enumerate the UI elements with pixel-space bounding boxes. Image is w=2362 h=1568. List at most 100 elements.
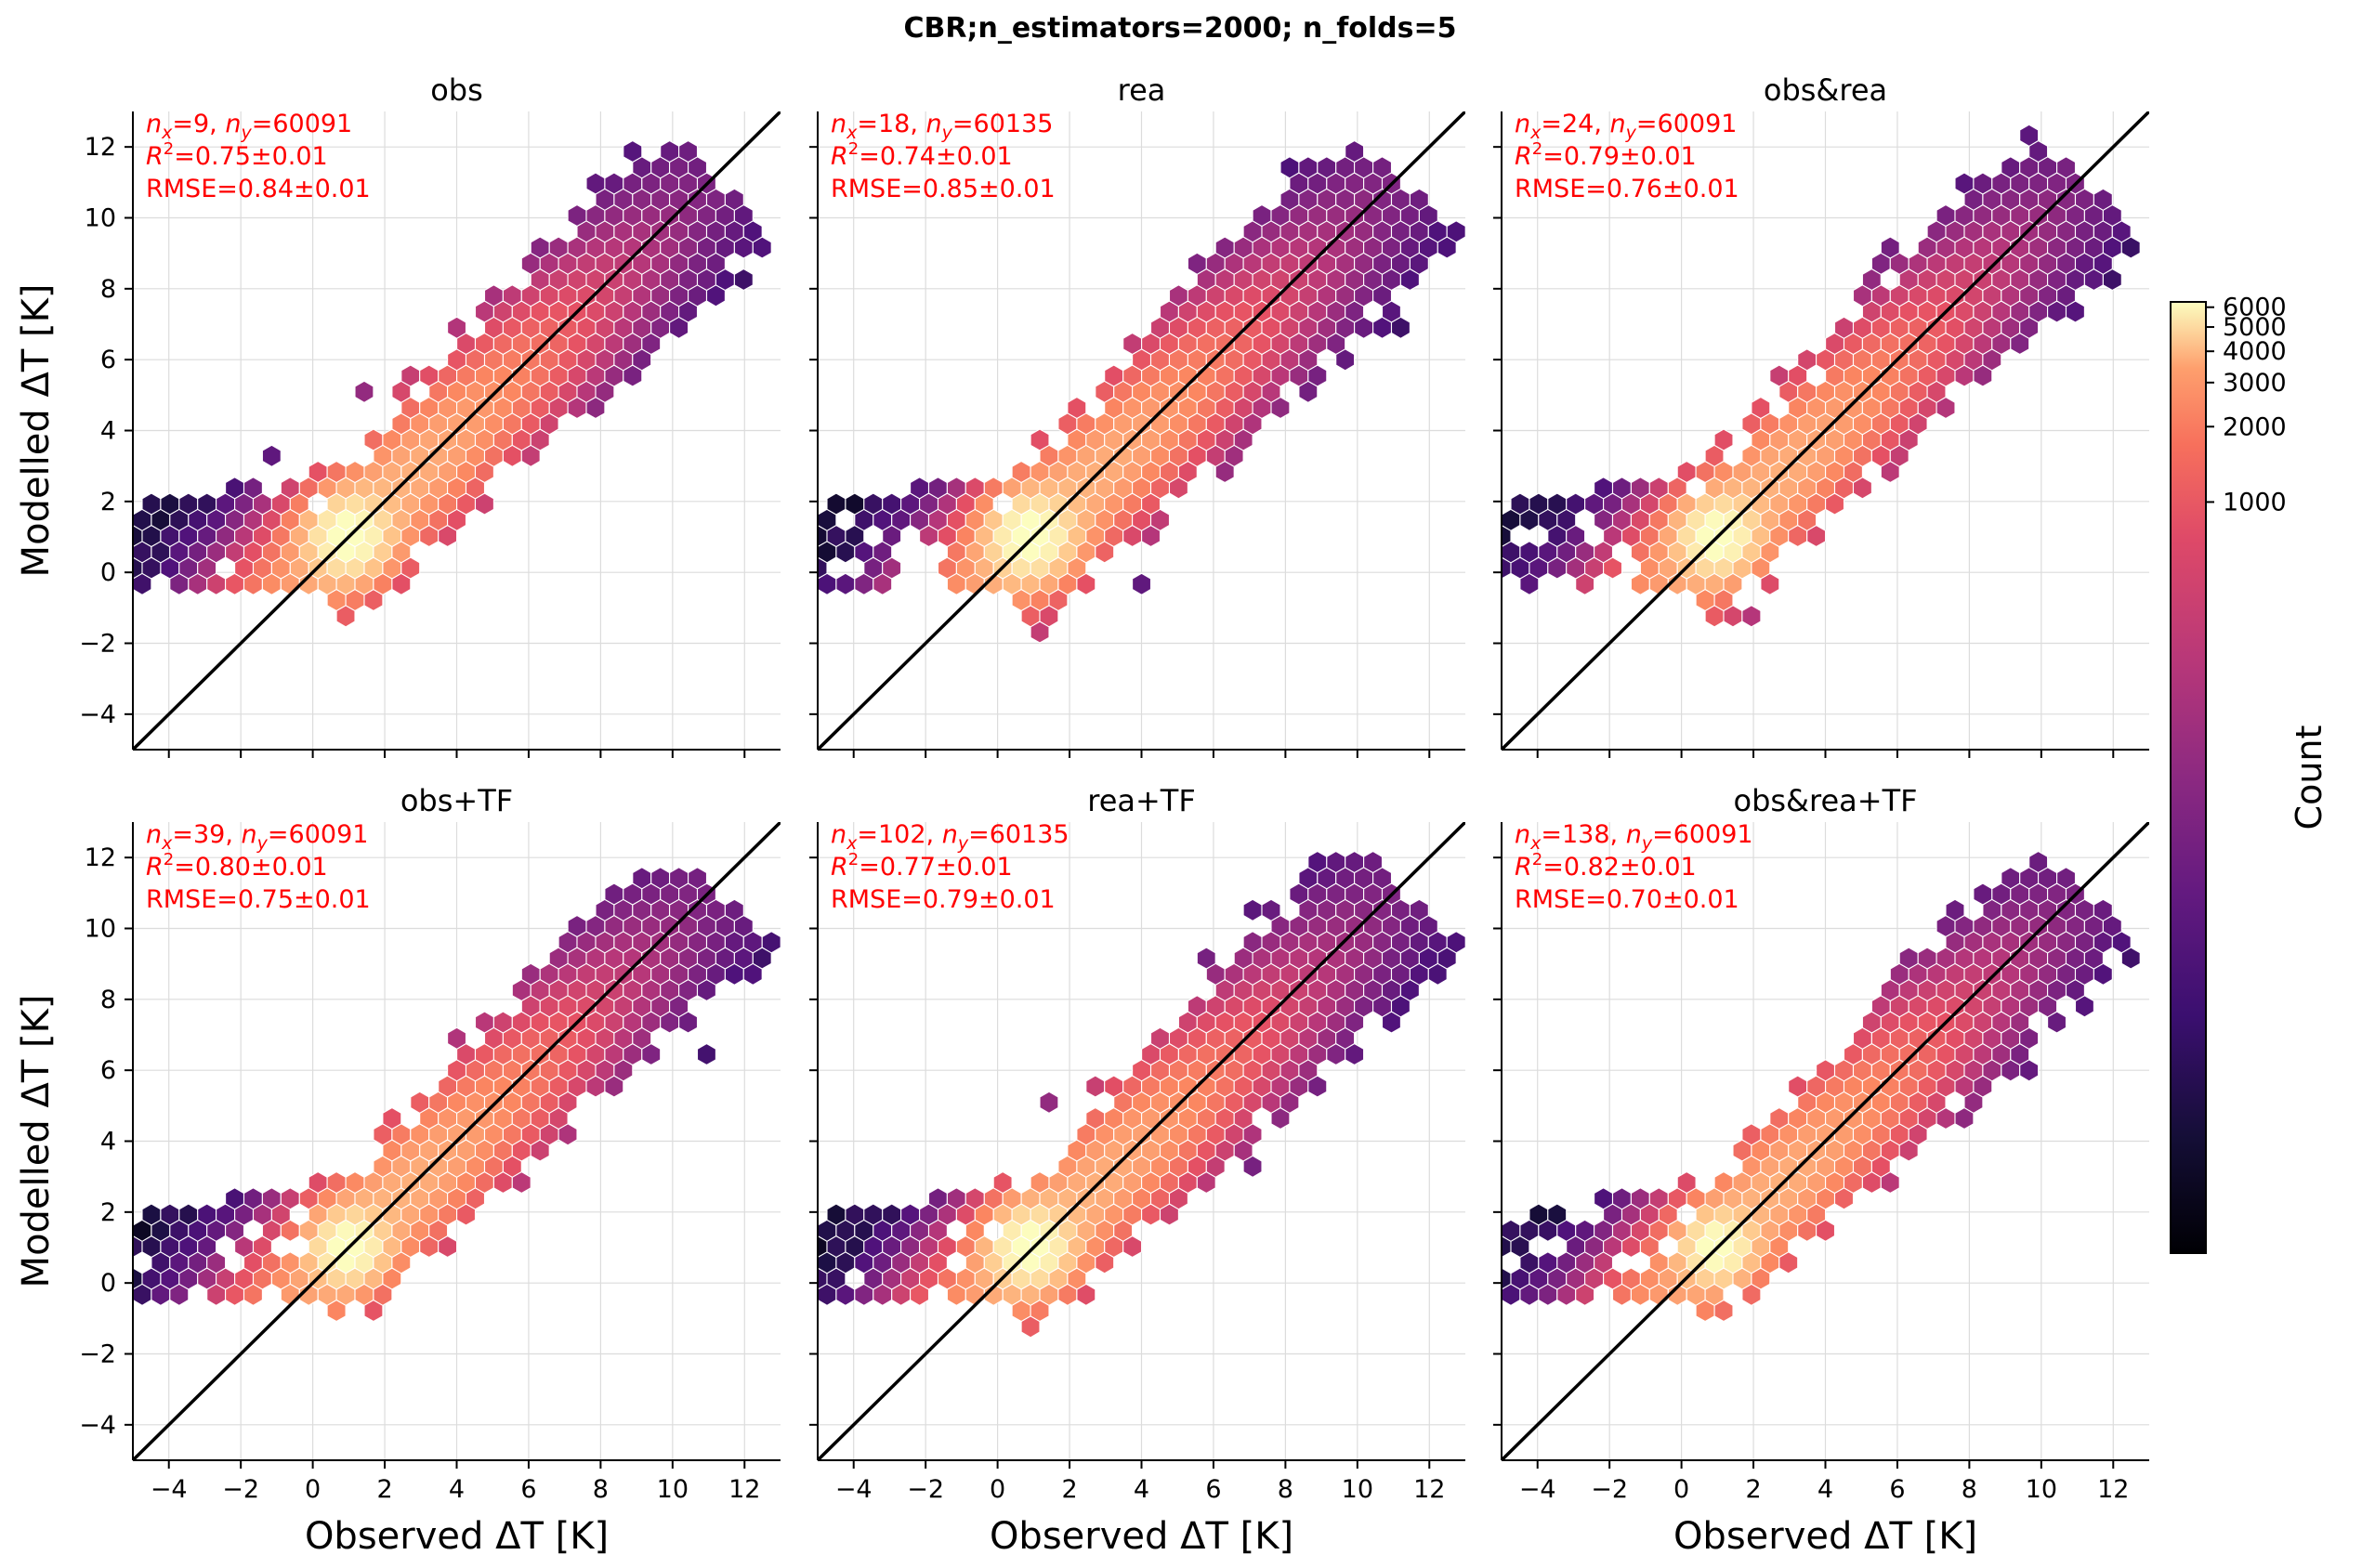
panels: −4 −2 0 2 4 6 8 10 12 Modelled ΔT [K] obs nx=9, ny=… bbox=[15, 72, 2149, 1558]
y-tick-label: 4 bbox=[100, 1128, 116, 1156]
hex-cell bbox=[178, 492, 199, 516]
hex-cell bbox=[2093, 188, 2113, 211]
hex-cell bbox=[261, 1187, 282, 1210]
annotation-counts: nx=102, ny=60135 bbox=[831, 820, 1069, 854]
hex-cell bbox=[1611, 1187, 1632, 1210]
x-tick-label: −4 bbox=[1519, 1475, 1556, 1504]
reference-line bbox=[1502, 822, 2149, 1460]
hex-cell bbox=[261, 444, 282, 467]
hex-cell bbox=[1030, 1170, 1050, 1195]
hex-cell bbox=[141, 1203, 162, 1226]
x-axis-label: Observed ΔT [K] bbox=[1673, 1515, 1977, 1558]
colorbar-tick-label: 4000 bbox=[2223, 337, 2287, 366]
hex-cell bbox=[650, 867, 671, 890]
hexbin-cells bbox=[133, 139, 772, 628]
x-tick-label: 0 bbox=[305, 1475, 321, 1504]
hex-cell bbox=[326, 460, 347, 484]
x-tick-label: 12 bbox=[1413, 1475, 1445, 1504]
hex-cell bbox=[1363, 850, 1384, 874]
reference-line bbox=[133, 822, 781, 1460]
y-tick-label: −4 bbox=[79, 1411, 116, 1440]
hex-cell bbox=[1168, 284, 1188, 307]
hex-cell bbox=[197, 1203, 217, 1226]
hex-cell bbox=[141, 492, 162, 516]
hex-cell bbox=[530, 236, 550, 259]
hexbin-cells bbox=[133, 867, 781, 1323]
y-tick-label: 2 bbox=[100, 488, 116, 516]
x-tick-label: 4 bbox=[1134, 1475, 1149, 1504]
hex-cell bbox=[400, 364, 421, 387]
annotation-r2: R2=0.74±0.01 bbox=[831, 139, 1013, 171]
x-axis-label: Observed ΔT [K] bbox=[990, 1515, 1293, 1558]
hex-cell bbox=[1372, 156, 1393, 179]
hex-cell bbox=[1575, 1219, 1595, 1242]
hex-cell bbox=[863, 492, 884, 516]
x-tick-label: 2 bbox=[1061, 1475, 1077, 1504]
hex-cell bbox=[548, 236, 569, 259]
hex-cell bbox=[946, 477, 966, 500]
x-tick-label: 8 bbox=[593, 1475, 609, 1504]
hex-cell bbox=[1039, 1091, 1059, 1114]
y-tick-label: 12 bbox=[85, 843, 116, 872]
y-tick-label: −2 bbox=[79, 630, 116, 659]
hex-cell bbox=[419, 364, 440, 387]
annotation-rmse: RMSE=0.84±0.01 bbox=[146, 175, 371, 203]
hex-cell bbox=[1676, 460, 1697, 484]
hex-cell bbox=[1446, 931, 1465, 954]
hex-cell bbox=[1538, 1251, 1558, 1274]
hex-cell bbox=[845, 492, 865, 516]
hex-cell bbox=[363, 428, 384, 451]
y-tick-label: −2 bbox=[79, 1340, 116, 1369]
hex-cell bbox=[910, 477, 930, 500]
hex-cell bbox=[585, 172, 606, 195]
hex-cell bbox=[835, 572, 856, 595]
hex-cell bbox=[1214, 236, 1235, 259]
y-tick-label: 2 bbox=[100, 1198, 116, 1227]
colorbar-tick-label: 2000 bbox=[2223, 412, 2287, 441]
hex-cell bbox=[160, 1203, 180, 1226]
hex-cell bbox=[1519, 541, 1540, 564]
x-tick-label: 6 bbox=[1205, 1475, 1221, 1504]
x-tick-label: 8 bbox=[1962, 1475, 1977, 1504]
hex-cell bbox=[927, 1187, 948, 1210]
x-axis-label: Observed ΔT [K] bbox=[305, 1515, 609, 1558]
hex-cell bbox=[1510, 492, 1530, 516]
hex-cell bbox=[178, 1203, 199, 1226]
figure-title: CBR;n_estimators=2000; n_folds=5 bbox=[904, 12, 1457, 45]
annotation-counts: nx=39, ny=60091 bbox=[146, 820, 368, 854]
hexbin-cells bbox=[1502, 850, 2141, 1323]
hex-cell bbox=[1326, 850, 1346, 874]
colorbar-gradient bbox=[2170, 301, 2207, 1254]
y-axis-label: Modelled ΔT [K] bbox=[15, 284, 58, 578]
hex-cell bbox=[604, 172, 624, 195]
annotation-counts: nx=18, ny=60135 bbox=[831, 110, 1053, 143]
annotation-counts: nx=24, ny=60091 bbox=[1515, 110, 1737, 143]
hex-cell bbox=[1409, 898, 1429, 921]
reference-line bbox=[133, 111, 781, 750]
panel-obs-rea-tf: −4 −2 0 2 4 6 8 10 12 Observed ΔT [K] obs&rea+TFnx… bbox=[1493, 783, 2149, 1558]
y-tick-label: 12 bbox=[85, 133, 116, 162]
annotation-r2: R2=0.77±0.01 bbox=[831, 850, 1013, 882]
hex-cell bbox=[696, 1042, 716, 1066]
x-tick-label: 12 bbox=[2097, 1475, 2129, 1504]
hex-cell bbox=[927, 477, 948, 500]
hex-cell bbox=[567, 914, 587, 938]
colorbar-tick-label: 3000 bbox=[2223, 369, 2287, 398]
hex-cell bbox=[382, 1106, 402, 1130]
hex-cell bbox=[1621, 1267, 1641, 1290]
hex-cell bbox=[733, 268, 754, 292]
hex-cell bbox=[243, 1187, 263, 1210]
hex-cell bbox=[983, 477, 1004, 500]
hex-cell bbox=[660, 139, 680, 163]
y-tick-label: 10 bbox=[85, 204, 116, 233]
hex-cell bbox=[1547, 492, 1568, 516]
y-tick-label: 0 bbox=[100, 1269, 116, 1298]
x-tick-label: 6 bbox=[520, 1475, 536, 1504]
y-axis-label: Modelled ΔT [K] bbox=[15, 995, 58, 1288]
hex-cell bbox=[1676, 1170, 1697, 1195]
panel-title: obs bbox=[430, 72, 483, 108]
hex-cell bbox=[623, 139, 643, 163]
y-tick-label: 0 bbox=[100, 558, 116, 587]
hex-cell bbox=[447, 316, 467, 339]
